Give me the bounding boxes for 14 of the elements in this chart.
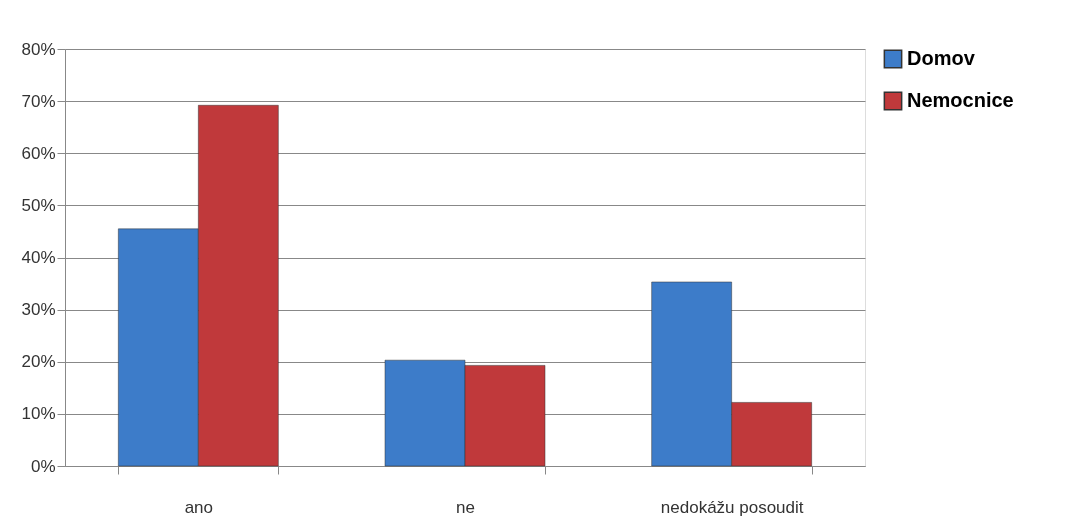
legend-label: Nemocnice [907,89,1014,111]
legend-label: Domov [907,47,976,69]
y-tick-label: 80% [21,39,56,59]
y-tick-label: 0% [30,456,56,476]
y-tick-label: 40% [21,248,56,267]
x-tick-label: ano [184,497,214,517]
x-tick-label: ne [456,497,475,517]
y-tick-label: 60% [21,143,56,163]
y-tick-label: 20% [21,352,56,372]
y-tick-label: 10% [21,404,56,424]
y-tick-label: 70% [21,91,56,111]
y-tick-label: 50% [21,195,56,215]
x-tick-label: nedokážu posoudit [660,497,804,517]
y-tick-label: 30% [21,300,56,320]
